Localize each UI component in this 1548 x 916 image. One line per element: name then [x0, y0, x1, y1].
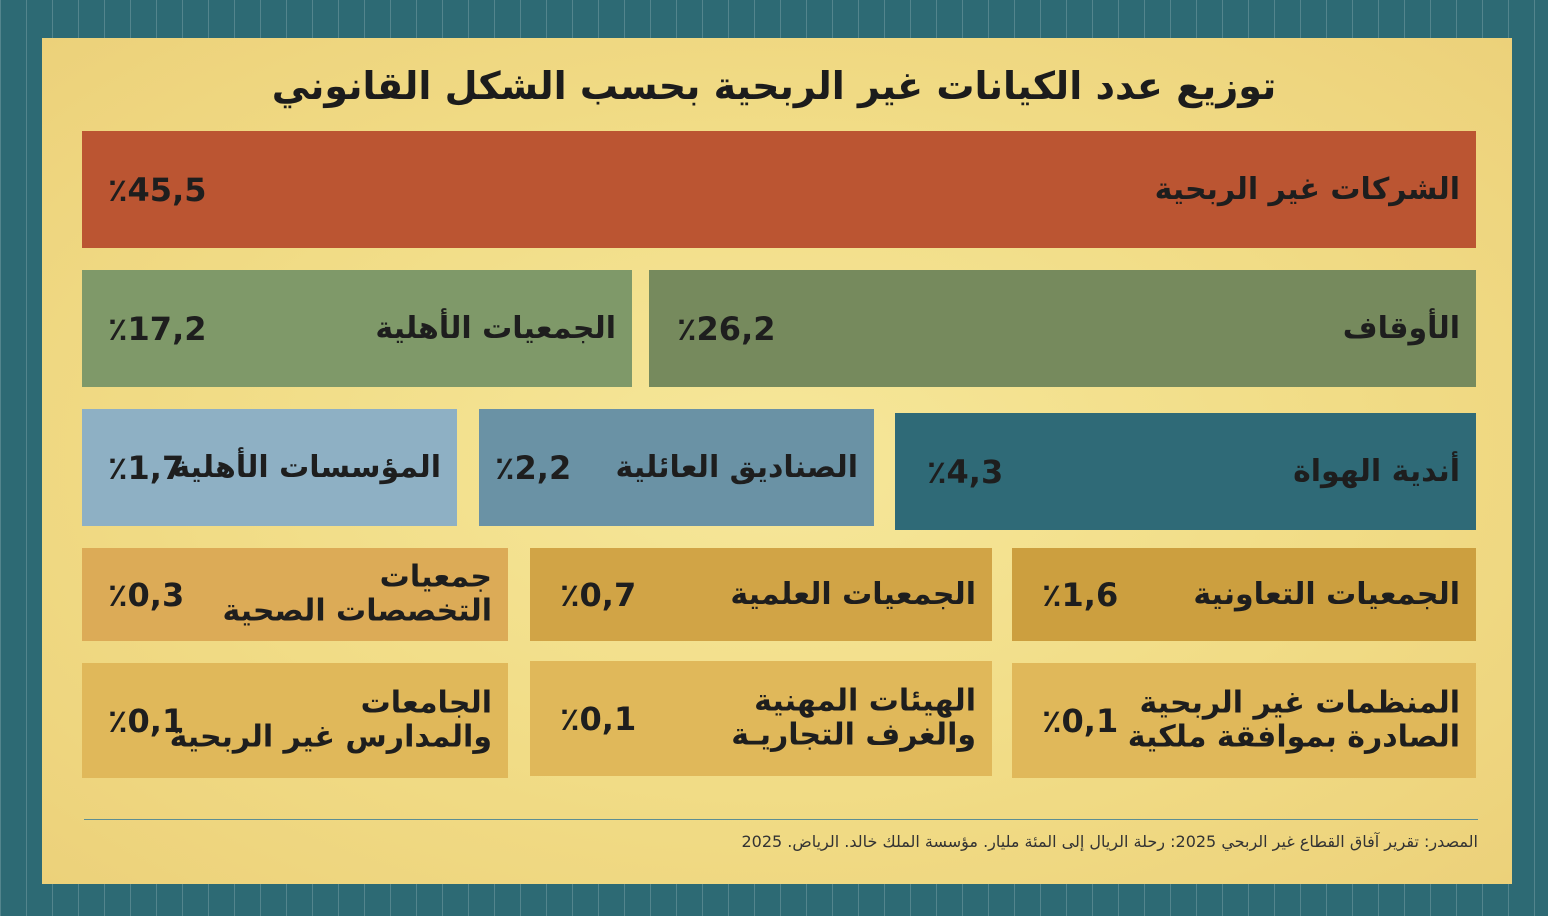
tile-label: الأوقاف: [1342, 310, 1462, 346]
treemap-tile: أندية الهواة ٪4,3: [895, 413, 1476, 530]
tile-value: ٪17,2: [108, 309, 207, 348]
tile-label: جمعيات التخصصات الصحية: [222, 559, 493, 629]
treemap-tile: الشركات غير الربحية ٪45,5: [82, 131, 1476, 248]
tile-label: المنظمات غير الربحية الصادرة بموافقة ملك…: [1127, 685, 1462, 755]
tile-value: ٪1,7: [108, 448, 185, 487]
tile-value: ٪26,2: [677, 309, 776, 348]
tile-label: الجمعيات العلمية: [730, 576, 977, 612]
tile-value: ٪2,2: [495, 448, 572, 487]
treemap-tile: الجمعيات الأهلية ٪17,2: [82, 270, 632, 387]
tile-label: الشركات غير الربحية: [1154, 171, 1462, 207]
tile-value: ٪0,7: [560, 575, 637, 614]
tile-label: الهيئات المهنية والغرف التجاريـة: [731, 683, 977, 753]
tile-value: ٪4,3: [927, 452, 1004, 491]
tile-value: ٪1,6: [1042, 575, 1119, 614]
tile-label: الجمعيات التعاونية: [1193, 576, 1461, 612]
chart-title: توزيع عدد الكيانات غير الربحية بحسب الشك…: [271, 64, 1278, 108]
tile-value: ٪45,5: [108, 170, 207, 209]
tile-value: ٪0,1: [560, 699, 637, 738]
treemap-tile: الجمعيات العلمية ٪0,7: [530, 548, 992, 641]
tile-value: ٪0,3: [108, 575, 185, 614]
tile-value: ٪0,1: [108, 701, 185, 740]
treemap-tile: الجامعات والمدارس غير الربحية ٪0,1: [82, 663, 508, 778]
treemap-tile: المؤسسات الأهلية ٪1,7: [82, 409, 457, 526]
tile-label: المؤسسات الأهلية: [172, 449, 442, 485]
tile-label: الجامعات والمدارس غير الربحية: [169, 685, 494, 755]
tile-label: الجمعيات الأهلية: [375, 310, 617, 346]
tile-label: أندية الهواة: [1293, 453, 1461, 489]
treemap-tile: الصناديق العائلية ٪2,2: [479, 409, 874, 526]
treemap-tile: الجمعيات التعاونية ٪1,6: [1012, 548, 1476, 641]
treemap-tile: الأوقاف ٪26,2: [649, 270, 1476, 387]
divider: [84, 819, 1478, 820]
tile-label: الصناديق العائلية: [615, 449, 860, 485]
tile-value: ٪0,1: [1042, 701, 1119, 740]
treemap-tile: جمعيات التخصصات الصحية ٪0,3: [82, 548, 508, 641]
source-note: المصدر: تقرير آفاق القطاع غير الربحي 202…: [741, 832, 1478, 851]
treemap-tile: الهيئات المهنية والغرف التجاريـة ٪0,1: [530, 661, 992, 776]
treemap-tile: المنظمات غير الربحية الصادرة بموافقة ملك…: [1012, 663, 1476, 778]
